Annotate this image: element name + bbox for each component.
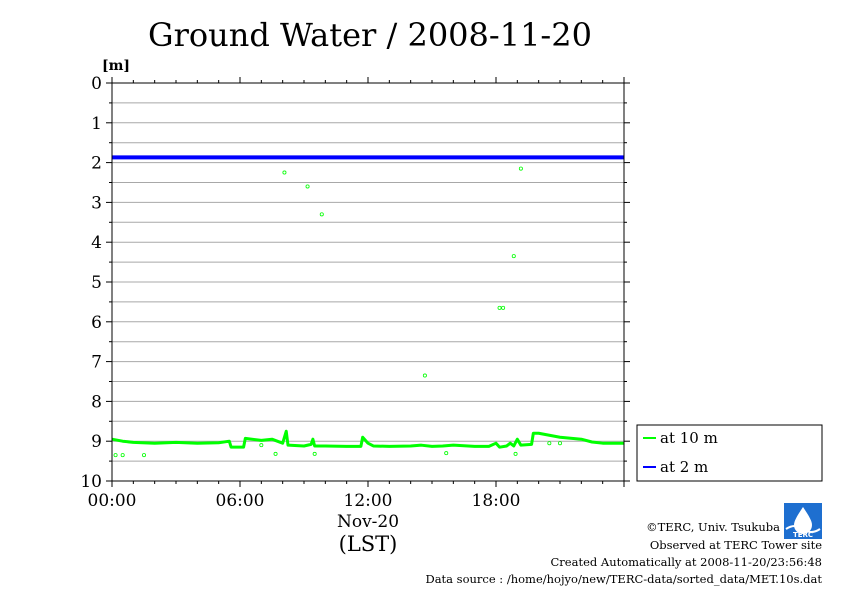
data-point-at-10-m [444, 451, 449, 456]
x-tick-label: 06:00 [216, 491, 265, 511]
y-tick-label: 4 [91, 233, 102, 253]
y-tick-label: 0 [91, 74, 102, 94]
copyright-text: ©TERC, Univ. Tsukuba [646, 520, 780, 534]
data-point-at-10-m [513, 451, 518, 456]
y-tick-label: 3 [91, 193, 102, 213]
y-axis-unit: [m] [102, 58, 130, 74]
data-point-at-10-m [422, 373, 427, 378]
x-axis-label: (LST) [339, 532, 398, 556]
observed-text: Observed at TERC Tower site [650, 538, 822, 552]
data-point-at-10-m [511, 254, 516, 259]
legend: at 10 m at 2 m [636, 424, 823, 482]
y-tick-label: 5 [91, 273, 102, 293]
created-text: Created Automatically at 2008-11-20/23:5… [551, 555, 823, 569]
data-point-at-10-m [113, 453, 118, 458]
data-point-at-10-m [273, 451, 278, 456]
data-point-at-10-m [282, 170, 287, 175]
x-tick-label: 12:00 [344, 491, 393, 511]
x-axis-date: Nov-20 [337, 512, 399, 532]
data-point-at-10-m [319, 212, 324, 217]
y-tick-label: 1 [91, 114, 102, 134]
wave-icon [785, 525, 821, 533]
y-tick-label: 7 [91, 353, 102, 373]
data-point-at-10-m [501, 305, 506, 310]
data-point-at-10-m [312, 451, 317, 456]
data-point-at-10-m [141, 453, 146, 458]
data-point-at-10-m [558, 441, 563, 446]
data-point-at-10-m [518, 166, 523, 171]
series-layer [111, 155, 624, 458]
chart-title: Ground Water / 2008-11-20 [148, 16, 592, 54]
terc-logo: TERC [784, 503, 822, 539]
y-tick-labels: 0 1 2 3 4 5 6 7 8 9 10 [80, 74, 102, 492]
data-point-at-10-m [120, 453, 125, 458]
x-tick-label: 00:00 [88, 491, 137, 511]
legend-label-at-2m: at 2 m [660, 458, 708, 476]
x-tick-label: 18:00 [472, 491, 521, 511]
y-tick-label: 2 [91, 154, 102, 174]
y-tick-label: 6 [91, 313, 102, 333]
legend-label-at-10m: at 10 m [660, 429, 718, 447]
axis-ticks [106, 77, 630, 487]
data-source-text: Data source : /home/hojyo/new/TERC-data/… [425, 572, 822, 586]
y-tick-label: 9 [91, 432, 102, 452]
data-point-at-10-m [259, 443, 264, 448]
x-tick-labels: 00:00 06:00 12:00 18:00 [88, 491, 521, 511]
series-line-at-10-m [111, 429, 624, 449]
y-tick-label: 8 [91, 392, 102, 412]
terc-logo-text: TERC [793, 531, 813, 539]
data-point-at-10-m [547, 441, 552, 446]
data-point-at-10-m [497, 305, 502, 310]
data-point-at-10-m [305, 184, 310, 189]
legend-box [636, 424, 823, 482]
y-tick-label: 10 [80, 472, 102, 492]
